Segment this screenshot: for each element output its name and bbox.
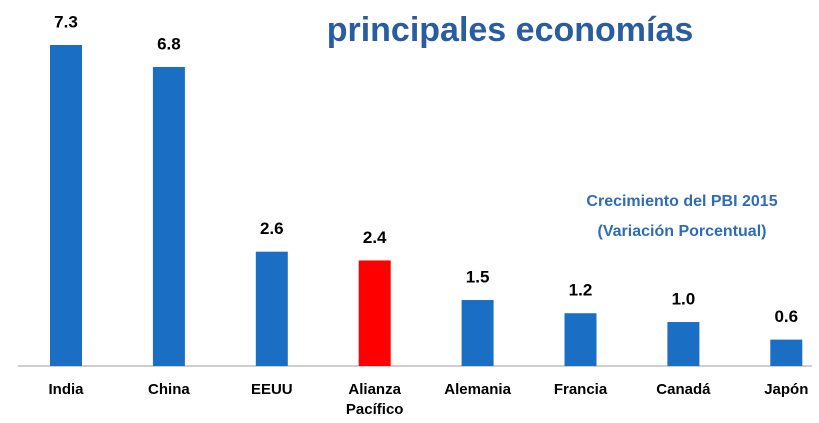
bar bbox=[152, 66, 185, 366]
bar bbox=[770, 339, 803, 366]
x-tick-label: Japón bbox=[764, 381, 809, 398]
bar bbox=[358, 260, 391, 366]
x-tick-label: EEUU bbox=[250, 381, 293, 398]
bar bbox=[667, 322, 700, 366]
bar bbox=[50, 45, 82, 366]
x-tick-label: China bbox=[148, 381, 190, 398]
annotation: Crecimiento del PBI 2015 bbox=[586, 193, 777, 210]
x-tick-label: Francia bbox=[553, 381, 608, 398]
value-label: 2.6 bbox=[260, 219, 284, 238]
x-tick-label: Canadá bbox=[656, 381, 711, 398]
bar bbox=[255, 251, 288, 366]
chart-title: principales economías bbox=[327, 11, 694, 49]
value-label: 7.3 bbox=[54, 12, 78, 31]
value-label: 1.5 bbox=[466, 268, 490, 287]
value-label: 1.0 bbox=[672, 290, 696, 309]
x-tick-label: Alianza Pacífico bbox=[345, 381, 404, 418]
x-tick-label: India bbox=[48, 381, 84, 398]
annotation: (Variación Porcentual) bbox=[598, 223, 767, 240]
value-label: 0.6 bbox=[774, 307, 798, 326]
value-label: 6.8 bbox=[157, 34, 181, 53]
value-label: 2.4 bbox=[363, 228, 387, 247]
x-tick-label: Alemania bbox=[444, 381, 511, 398]
bar bbox=[564, 313, 597, 366]
bar bbox=[461, 300, 494, 366]
value-label: 1.2 bbox=[569, 281, 593, 300]
